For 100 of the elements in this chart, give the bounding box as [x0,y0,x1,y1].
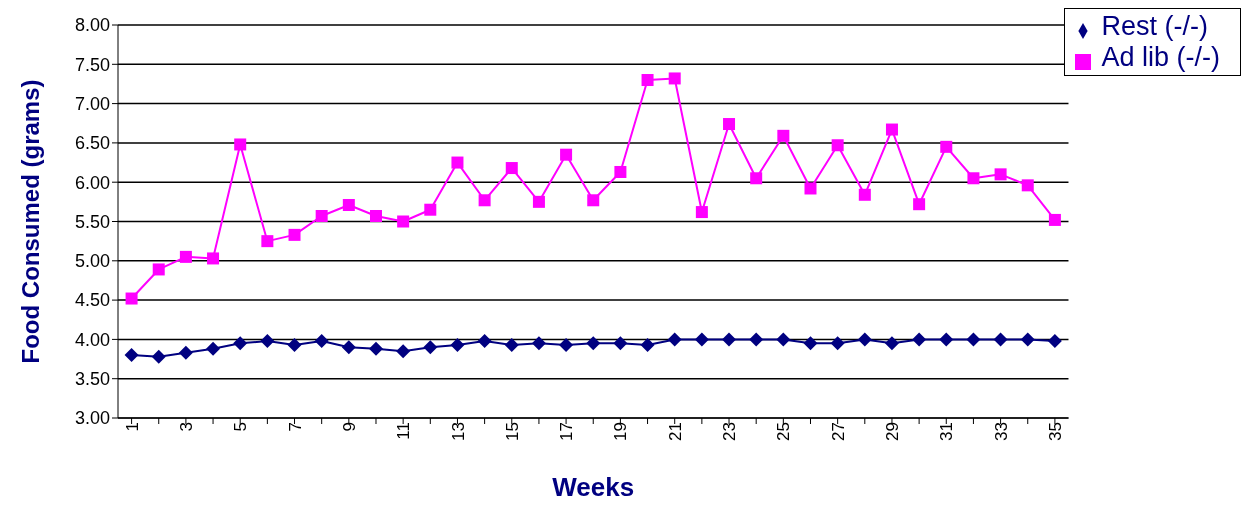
point [777,129,790,142]
point [451,156,464,169]
point [450,337,465,352]
point [261,235,274,248]
point [694,332,709,347]
point [478,194,491,207]
y-tick-label: 7.00 [74,93,110,114]
point [668,72,681,85]
point [885,123,898,136]
y-tick-label: 5.00 [74,251,110,272]
point [531,336,546,351]
point [614,165,627,178]
y-tick-label: 5.50 [74,211,110,232]
point [287,337,302,352]
point [804,182,817,195]
point [586,336,601,351]
point [342,198,355,211]
y-tick-label: 6.00 [74,172,110,193]
point [1021,179,1034,192]
y-tick-label: 6.50 [74,133,110,154]
x-tick-label: 1 [122,422,142,432]
point [912,332,927,347]
y-axis-title: Food Consumed (grams) [16,79,44,364]
point [424,203,437,216]
point [341,340,356,355]
point [559,337,574,352]
point [1020,332,1035,347]
y-tick-label: 3.50 [74,369,110,390]
x-tick-label: 9 [339,422,359,432]
point [505,162,518,175]
x-tick-label: 31 [937,422,957,441]
x-tick-label: 19 [611,422,631,441]
x-tick-label: 21 [665,422,685,441]
point [587,194,600,207]
legend-label: Rest (-/-) [1100,11,1208,41]
point [613,336,628,351]
point [966,332,981,347]
point [641,74,654,87]
point [1047,333,1062,348]
point [993,332,1008,347]
point [532,195,545,208]
x-tick-label: 27 [828,422,848,441]
point [967,172,980,185]
point [125,292,138,305]
x-tick-label: 29 [883,422,903,441]
point [368,341,383,356]
point [288,228,301,241]
y-tick-label: 3.00 [74,408,110,429]
x-tick-label: 3 [176,422,196,432]
x-tick-label: 25 [774,422,794,441]
point [940,140,953,153]
point [152,263,165,276]
point [207,252,220,265]
x-tick-label: 5 [231,422,251,432]
point [830,336,845,351]
point [776,332,791,347]
point [913,198,926,211]
point [723,118,736,131]
point [369,210,382,222]
x-tick-label: 23 [720,422,740,441]
point [994,168,1007,181]
x-tick-label: 35 [1045,422,1065,441]
point [695,206,708,219]
x-tick-label: 15 [502,422,522,441]
point [151,349,166,364]
x-tick-label: 33 [991,422,1011,441]
x-axis-title: Weeks [552,472,635,502]
x-tick-label: 11 [394,422,414,440]
point [857,332,872,347]
point [667,332,682,347]
point [749,332,764,347]
point [233,336,248,351]
point [560,148,573,161]
point [179,250,192,263]
point [1048,213,1061,226]
point [178,345,193,360]
legend-label: Ad lib (-/-) [1100,42,1220,72]
x-tick-label: 13 [448,422,468,441]
point [722,332,737,347]
point [260,333,275,348]
point [396,344,411,359]
point [939,332,954,347]
y-tick-label: 4.00 [74,329,110,350]
point [477,333,492,348]
x-tick-label: 17 [557,422,577,441]
x-tick-label: 7 [285,422,305,432]
point [397,215,410,228]
point [314,333,329,348]
point [234,138,247,151]
y-tick-label: 8.00 [74,15,110,36]
point [504,337,519,352]
point [423,340,438,355]
point [803,336,818,351]
point [858,188,871,201]
point [640,337,655,352]
point [206,341,221,356]
y-tick-label: 4.50 [74,290,110,311]
y-tick-label: 7.50 [74,54,110,75]
point [124,348,139,363]
point [750,172,763,185]
